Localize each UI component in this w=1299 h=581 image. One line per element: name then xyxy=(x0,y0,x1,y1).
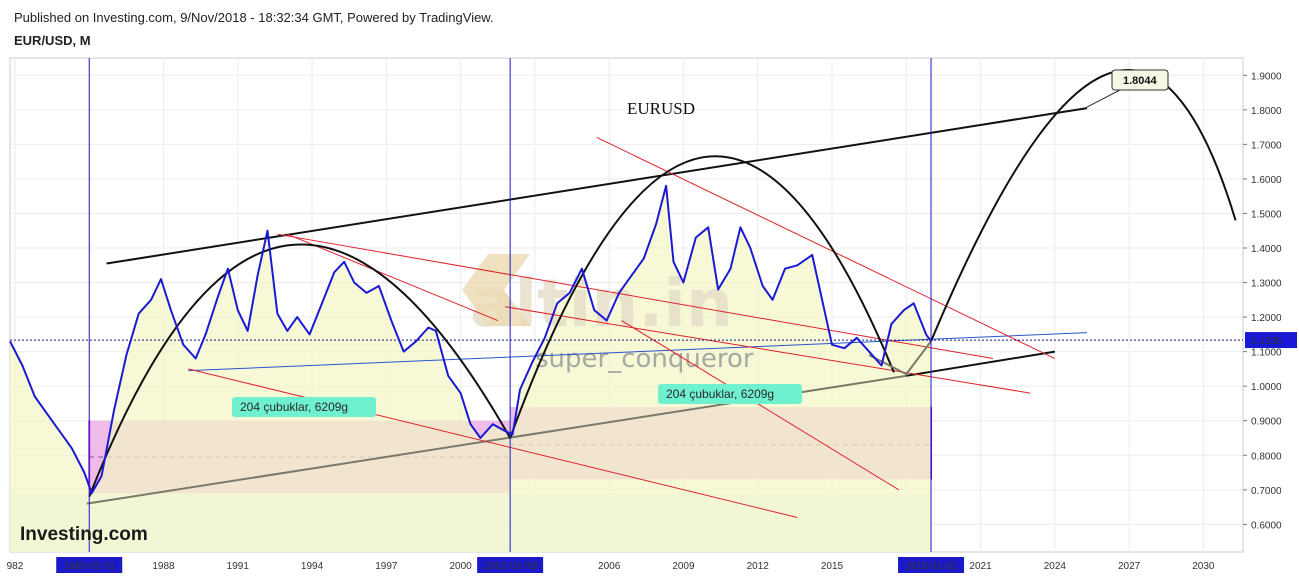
y-tick-label: 0.9000 xyxy=(1251,417,1282,428)
target-callout-box xyxy=(1111,69,1169,91)
brand-logo: Investing.com xyxy=(20,524,148,545)
x-tick-label: 2012 xyxy=(747,561,770,572)
upper-trendline xyxy=(106,107,1088,265)
y-tick-label: 1.7000 xyxy=(1251,140,1282,151)
y-tick-label: 1.8000 xyxy=(1251,106,1282,117)
y-tick-label: 1.0000 xyxy=(1251,382,1282,393)
x-tick-label: 1997 xyxy=(375,561,398,572)
count-label: 204 çubuklar, 6209g xyxy=(666,387,774,401)
target-price-label: 1.8044 xyxy=(1123,75,1158,87)
arc-1 xyxy=(88,243,512,498)
y-tick-label: 1.2000 xyxy=(1251,313,1282,324)
trend-lines xyxy=(10,58,1243,552)
y-tick-label: 1.9000 xyxy=(1251,71,1282,82)
x-tick-label: 2030 xyxy=(1192,561,1215,572)
y-tick-label: 1.3000 xyxy=(1251,279,1282,290)
x-tick-label: 3 xyxy=(532,561,538,572)
user-watermark: super_conqueror xyxy=(535,344,754,374)
x-tick-label: 2021 xyxy=(969,561,992,572)
count-label-bg xyxy=(232,397,376,417)
x-tick-label: 1988 xyxy=(152,561,175,572)
logo-watermark: altin.in xyxy=(470,265,733,342)
count-label-bg xyxy=(658,384,802,404)
y-tick-label: 1.4000 xyxy=(1251,244,1282,255)
x-tick-label: 2002-01-01 xyxy=(485,561,537,572)
red-line-3 xyxy=(505,306,1031,394)
red-line-5 xyxy=(621,320,900,491)
red-line-6 xyxy=(287,233,498,322)
x-tick-label: 2019-01-01 xyxy=(905,561,957,572)
chart-labels: EURUSD 204 çubuklar, 6209g 204 çubuklar, 6… xyxy=(20,69,1169,545)
x-tick-label: 1991 xyxy=(227,561,250,572)
channel-blue-line xyxy=(188,332,1088,372)
target-callout-pointer xyxy=(1084,89,1121,109)
current-price-label: 1.1335 xyxy=(1251,336,1282,347)
arc-2 xyxy=(509,155,895,439)
x-tick-label: 2006 xyxy=(598,561,621,572)
chart-title: EURUSD xyxy=(627,99,695,118)
x-tick-label: 1985-01-01 xyxy=(64,561,116,572)
x-tick-label: 982 xyxy=(7,561,24,572)
price-area xyxy=(10,185,932,553)
y-tick-label: 1.1000 xyxy=(1251,348,1282,359)
count-label: 204 çubuklar, 6209g xyxy=(240,400,348,414)
arc-projection xyxy=(930,69,1237,342)
x-tick-highlight xyxy=(898,557,965,573)
current-price-tag xyxy=(1245,332,1297,349)
symbol-label: EUR/USD, M xyxy=(14,33,91,48)
x-tick-label: 2027 xyxy=(1118,561,1141,572)
x-tick-label: 1994 xyxy=(301,561,324,572)
price-fill xyxy=(10,185,932,553)
y-tick-label: 0.6000 xyxy=(1251,520,1282,531)
price-line xyxy=(9,184,932,495)
published-info: Published on Investing.com, 9/Nov/2018 -… xyxy=(14,10,494,25)
axes: 1.9000 1.8000 1.7000 1.6000 1.5000 1.4000 1.30… xyxy=(7,71,1297,573)
x-tick-label: 2009 xyxy=(672,561,695,572)
price-series[interactable] xyxy=(9,184,932,495)
red-line-1 xyxy=(277,233,994,360)
x-tick-label: 2000 xyxy=(449,561,472,572)
red-line-4 xyxy=(188,368,798,518)
x-tick-highlight xyxy=(56,557,123,573)
x-tick-label: 2024 xyxy=(1044,561,1067,572)
red-line-2 xyxy=(596,137,1056,359)
y-tick-label: 1.6000 xyxy=(1251,175,1282,186)
y-tick-label: 0.7000 xyxy=(1251,486,1282,497)
x-tick-highlight xyxy=(477,557,544,573)
x-tick-label: 2015 xyxy=(821,561,844,572)
y-tick-label: 0.8000 xyxy=(1251,451,1282,462)
y-tick-label: 1.5000 xyxy=(1251,209,1282,220)
